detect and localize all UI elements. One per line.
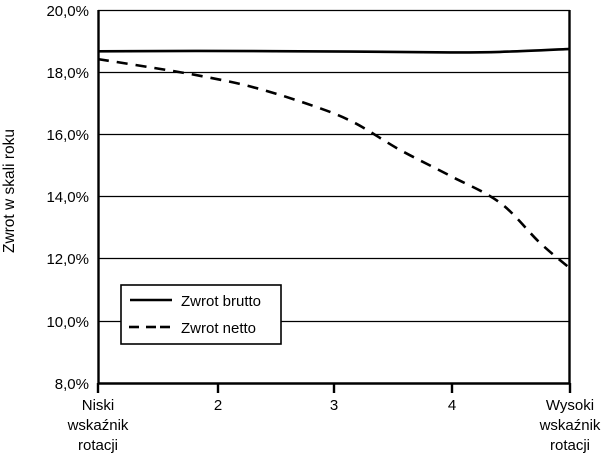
svg-text:Zwrot brutto: Zwrot brutto — [181, 293, 261, 310]
svg-text:Wysoki: Wysoki — [546, 397, 594, 414]
svg-text:3: 3 — [330, 397, 338, 414]
svg-text:wskaźnik: wskaźnik — [67, 417, 129, 434]
svg-text:12,0%: 12,0% — [46, 251, 89, 268]
svg-text:16,0%: 16,0% — [46, 127, 89, 144]
svg-text:2: 2 — [214, 397, 222, 414]
svg-text:rotacji: rotacji — [550, 437, 590, 454]
svg-text:20,0%: 20,0% — [46, 3, 89, 20]
svg-text:4: 4 — [448, 397, 456, 414]
svg-text:8,0%: 8,0% — [55, 376, 89, 393]
svg-text:Zwrot w skali roku: Zwrot w skali roku — [1, 129, 18, 253]
svg-text:Niski: Niski — [82, 397, 115, 414]
svg-text:14,0%: 14,0% — [46, 189, 89, 206]
svg-text:10,0%: 10,0% — [46, 314, 89, 331]
svg-text:rotacji: rotacji — [78, 437, 118, 454]
svg-text:wskaźnik: wskaźnik — [539, 417, 601, 434]
svg-text:Zwrot netto: Zwrot netto — [181, 320, 256, 337]
svg-text:18,0%: 18,0% — [46, 65, 89, 82]
